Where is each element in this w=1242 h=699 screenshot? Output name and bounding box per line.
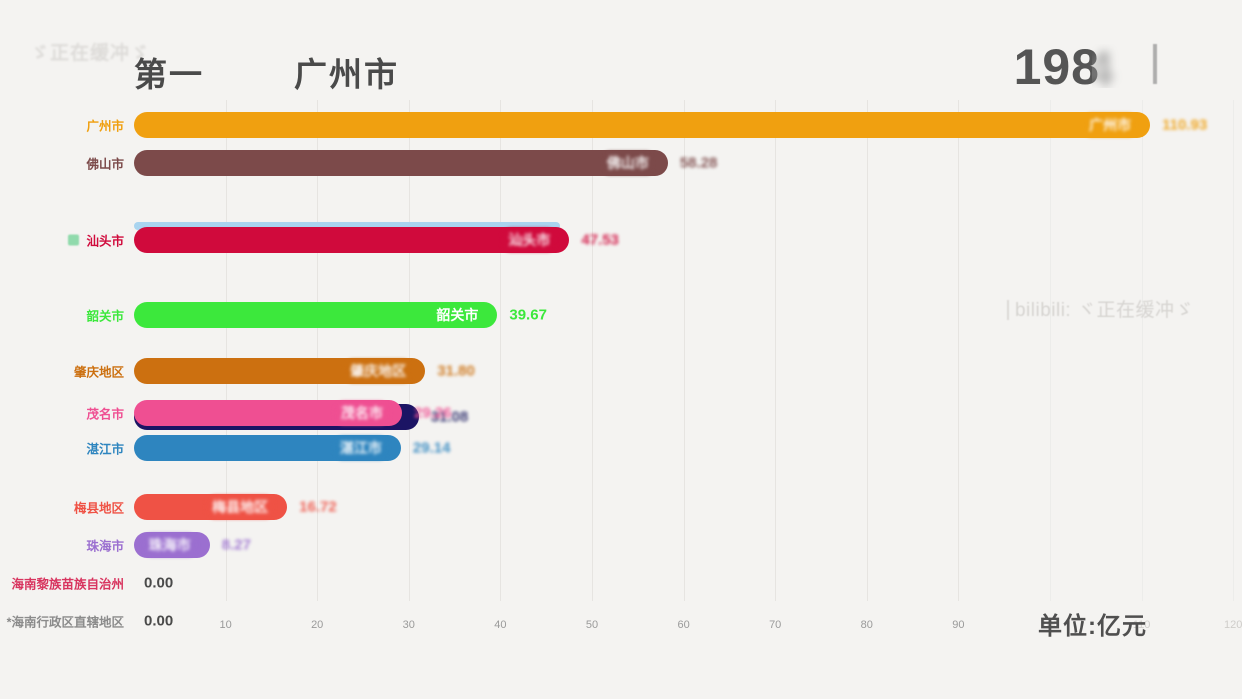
bar-row: 韶关市 韶关市 39.67 xyxy=(0,302,1242,328)
bar-value-label: 0.00 xyxy=(144,574,174,592)
x-tick-60: 60 xyxy=(677,619,690,631)
gridline-20 xyxy=(317,100,319,601)
bar-inline-label: 广州市 xyxy=(1082,113,1139,137)
bar-inline-label: 梅县地区 xyxy=(205,495,276,519)
bar-value-label: 39.67 xyxy=(509,306,547,324)
y-axis-label: *海南行政区直辖地区 xyxy=(6,615,124,630)
bar-value-label-outgoing: 31.08 xyxy=(430,408,469,426)
bar-value-label: 16.72 xyxy=(299,498,337,516)
y-axis-label: 茂名市 xyxy=(86,407,124,422)
x-tick-10: 10 xyxy=(219,619,232,631)
bar-row: 广州市 广州市 110.93 xyxy=(0,112,1242,138)
gridline-120 xyxy=(1233,100,1235,601)
x-tick-90: 90 xyxy=(952,619,965,631)
gridline-90 xyxy=(958,100,960,601)
y-axis-label: 海南黎族苗族自治州 xyxy=(11,577,124,592)
bar-row: 肇庆地区 肇庆地区 31.80 xyxy=(0,358,1242,384)
gridline-40 xyxy=(500,100,502,601)
bar-row: 佛山市 佛山市 58.28 xyxy=(0,150,1242,176)
year-motion-blur: 4 xyxy=(1092,44,1197,88)
y-axis-label: 梅县地区 xyxy=(73,501,124,516)
bar-value-label: 8.27 xyxy=(221,536,251,554)
year-blur-digit: 4 xyxy=(1092,44,1114,88)
bar-value-label: 110.93 xyxy=(1162,116,1208,134)
gridline-30 xyxy=(408,100,410,601)
year-caret-artifact xyxy=(1153,44,1157,84)
bar-inline-label: 韶关市 xyxy=(429,303,486,327)
buffering-cursor-icon xyxy=(1006,300,1009,320)
bar-inline-label: 肇庆地区 xyxy=(343,359,414,383)
y-axis-label: 珠海市 xyxy=(86,539,124,554)
rank-label: 第一 xyxy=(134,56,204,93)
y-axis-label: 肇庆地区 xyxy=(73,365,124,380)
bar-value-label: 31.80 xyxy=(437,362,475,380)
gridline-10 xyxy=(225,100,227,601)
x-tick-20: 20 xyxy=(311,619,324,631)
x-tick-80: 80 xyxy=(860,619,873,631)
bar-inline-label: 佛山市 xyxy=(599,151,656,175)
x-tick-50: 50 xyxy=(585,619,599,631)
gridline-100 xyxy=(1050,100,1051,601)
chart-plot-area: 10 20 30 40 50 60 70 80 90 100 110 120 31.08 广州市 广州市 11… xyxy=(0,100,1242,645)
buffering-text: bilibili: ヾ正在缓冲ゞ xyxy=(1014,300,1194,321)
gridline-110 xyxy=(1141,100,1143,601)
bar xyxy=(134,150,668,176)
x-tick-70: 70 xyxy=(769,619,782,631)
gridline-70 xyxy=(775,100,777,601)
bar-row: 汕头市 汕头市 47.53 xyxy=(0,227,1242,253)
bar-value-label: 58.28 xyxy=(679,154,718,172)
leader-name-label: 广州市 xyxy=(294,56,399,93)
gridline-80 xyxy=(866,100,868,601)
buffering-overlay: bilibili: ヾ正在缓冲ゞ xyxy=(1006,295,1194,322)
x-tick-40: 40 xyxy=(494,619,507,631)
x-tick-120: 120 xyxy=(1224,619,1242,631)
bar-inline-label: 珠海市 xyxy=(141,533,198,557)
bar xyxy=(134,112,1151,138)
header-watermark: ゞ正在缓冲ゞ xyxy=(30,43,151,64)
bar-value-label: 29.26 xyxy=(414,404,452,422)
bar-row: 海南黎族苗族自治州 0.00 xyxy=(0,570,1242,596)
bar-row: 梅县地区 梅县地区 16.72 xyxy=(0,494,1242,520)
bar xyxy=(134,227,570,253)
year-counter: 198 xyxy=(1013,39,1100,95)
residual-swatch-artifact xyxy=(68,234,79,246)
bar-inline-label: 汕头市 xyxy=(501,228,558,252)
gridline-60 xyxy=(683,100,685,601)
y-axis-label: 韶关市 xyxy=(86,309,124,324)
bar-row: 茂名市 茂名市 29.26 xyxy=(0,400,1242,426)
bar-value-label: 0.00 xyxy=(144,612,174,630)
bar-value-label: 29.14 xyxy=(412,439,451,457)
y-axis-label: 汕头市 xyxy=(86,234,124,249)
bar-value-label: 47.53 xyxy=(581,231,619,249)
x-tick-100: 100 xyxy=(1040,619,1060,631)
gridline-50 xyxy=(592,100,593,601)
x-tick-30: 30 xyxy=(402,619,415,631)
y-axis-label: 佛山市 xyxy=(86,157,124,172)
bar-row: 珠海市 珠海市 8.27 xyxy=(0,532,1242,558)
bar-row: 湛江市 湛江市 29.14 xyxy=(0,435,1242,461)
x-tick-110: 110 xyxy=(1132,619,1151,631)
bar-row: *海南行政区直辖地区 0.00 xyxy=(0,608,1242,634)
bar-inline-label: 湛江市 xyxy=(332,436,389,460)
y-axis-label: 湛江市 xyxy=(86,442,124,457)
bar-inline-label: 茂名市 xyxy=(334,401,391,425)
bar-incoming-artifact xyxy=(134,222,560,230)
unit-label: 单位:亿元 xyxy=(1038,613,1147,640)
y-axis-label: 广州市 xyxy=(86,119,124,134)
